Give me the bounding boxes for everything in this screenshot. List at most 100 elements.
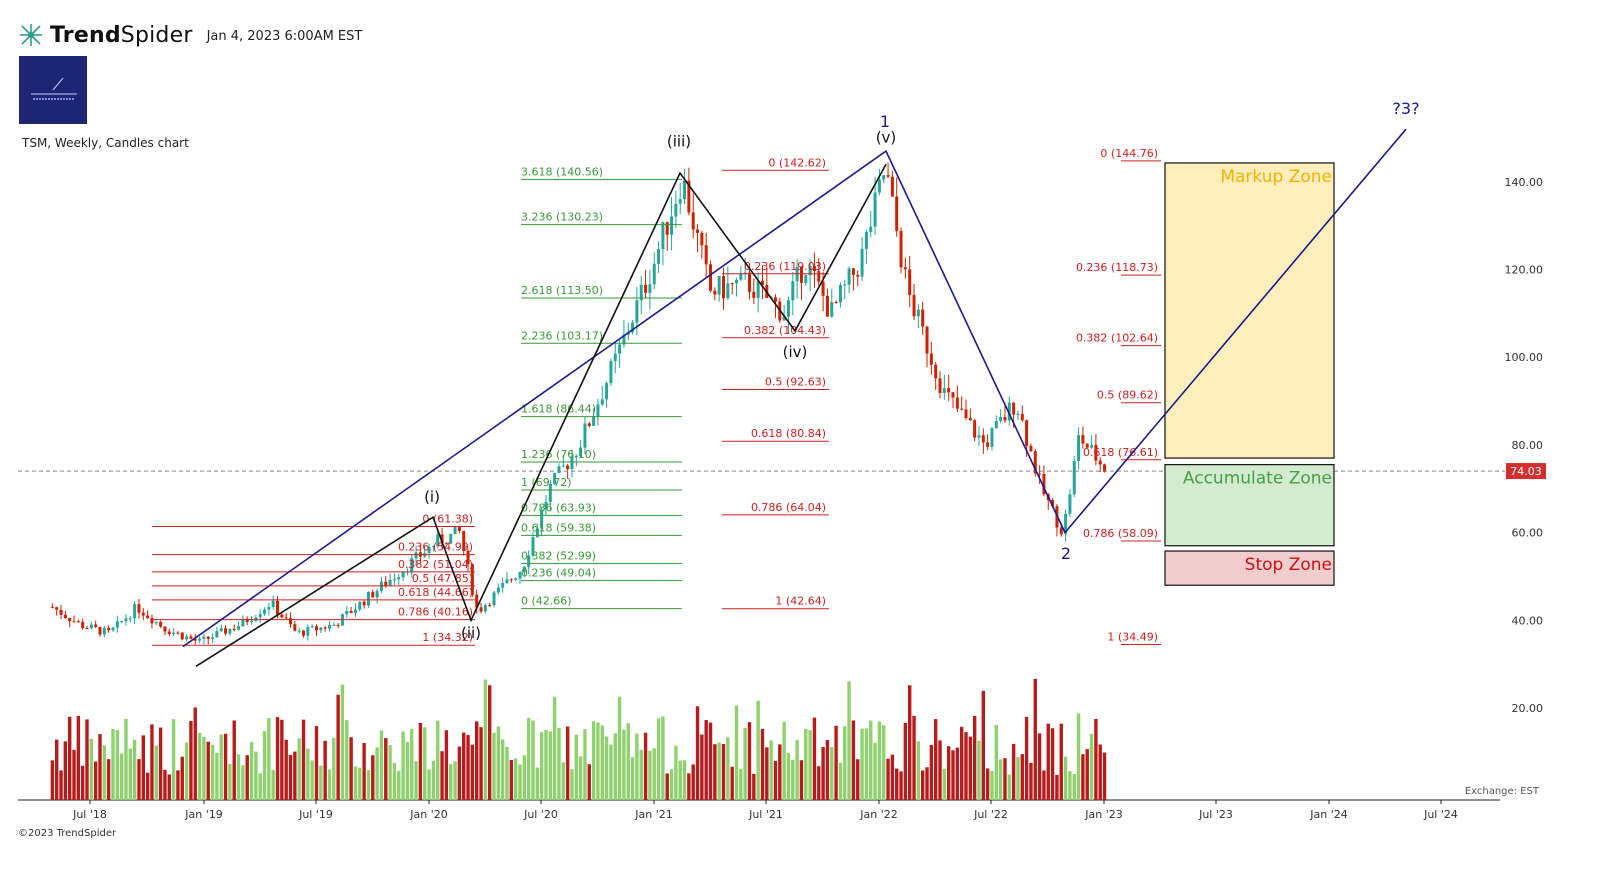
volume-bar (613, 733, 617, 800)
volume-bar (830, 747, 834, 800)
candle-body (1020, 413, 1024, 421)
candle-body (449, 533, 453, 544)
candle-body (392, 579, 396, 581)
candle-body (908, 269, 912, 296)
candle-body (964, 409, 968, 418)
volume-bar (877, 721, 882, 800)
candle-body (531, 537, 535, 556)
volume-bar (1081, 754, 1085, 800)
candle-body (825, 295, 829, 317)
candle-body (332, 624, 336, 626)
candle-body (986, 442, 990, 447)
volume-bar (886, 758, 890, 800)
candle-body (635, 300, 639, 323)
volume-bar (864, 728, 869, 800)
volume-bar (856, 759, 860, 800)
candle-body (747, 272, 751, 292)
candle-body (535, 528, 539, 538)
volume-bar (682, 760, 687, 800)
fib-extension-label: 0.236 (49.04) (521, 567, 596, 580)
candle-body (267, 607, 271, 610)
candle-body (94, 624, 98, 627)
candle-body (509, 579, 513, 581)
candle-body (696, 229, 700, 233)
volume-bar (462, 732, 466, 800)
candle-body (704, 245, 708, 265)
candle-body (756, 280, 760, 298)
candle-body (773, 297, 777, 302)
wave-label: (ii) (461, 624, 481, 642)
volume-bar (340, 684, 345, 800)
candle-body (1085, 443, 1089, 448)
candle-body (830, 302, 834, 317)
volume-bar (301, 719, 306, 800)
volume-bar (1072, 773, 1076, 800)
fib-extension-label: 2.618 (113.50) (521, 284, 603, 297)
volume-bar (994, 725, 999, 800)
major-wave-label: 2 (1061, 544, 1071, 563)
volume-bar (916, 741, 921, 800)
volume-bar (115, 730, 120, 800)
volume-bar (1011, 743, 1016, 800)
candle-body (397, 577, 401, 580)
volume-bar (942, 768, 947, 800)
candle-body (791, 281, 795, 301)
volume-bar (964, 732, 968, 800)
volume-bar (141, 735, 145, 800)
candle-body (232, 628, 236, 630)
zone-box (1164, 550, 1335, 586)
volume-bar (1102, 752, 1107, 800)
candle-body (955, 397, 959, 409)
volume-bar (397, 770, 401, 800)
candle-body (665, 222, 669, 235)
candle-body (838, 285, 842, 303)
volume-bar (128, 748, 133, 800)
candle-body (1033, 451, 1037, 474)
candle-body (366, 591, 370, 606)
candle-body (570, 456, 574, 469)
candle-body (102, 627, 106, 635)
volume-bar (591, 721, 596, 800)
volume-bar (535, 767, 540, 800)
candle-body (947, 388, 951, 393)
candle-body (289, 618, 293, 625)
candle-body (652, 263, 656, 285)
y-tick-label: 60.00 (1512, 527, 1544, 540)
x-tick-label: Jan '22 (859, 808, 897, 821)
volume-bar (1098, 744, 1102, 800)
volume-bar (808, 730, 812, 800)
fib-retracement-left-label: 0.618 (44.66) (398, 586, 473, 599)
fib-extension-label: 0.382 (52.99) (521, 549, 596, 562)
candle-body (505, 579, 509, 584)
volume-bar (851, 720, 856, 800)
volume-bar (479, 727, 483, 800)
candle-body (609, 361, 613, 384)
zone-box (1164, 464, 1335, 547)
candle-body (319, 627, 323, 631)
volume-bar (145, 772, 150, 800)
wave-label: (iv) (783, 343, 808, 361)
major-wave-line (182, 149, 1066, 648)
x-tick-label: Jul '24 (1423, 808, 1458, 821)
volume-bar (795, 740, 799, 800)
candle-body (990, 428, 994, 447)
candle-body (1007, 402, 1011, 421)
volume-bar (977, 740, 981, 800)
candle-body (362, 601, 366, 606)
candle-body (722, 276, 726, 299)
volume-bar (388, 745, 392, 800)
candle-body (1068, 494, 1072, 514)
candle-body (648, 284, 652, 293)
volume-bar (245, 755, 249, 800)
volume-bar (1029, 762, 1033, 800)
fib-extension-label: 0.618 (59.38) (521, 521, 596, 534)
fib-retracement-middle-label: 0.786 (64.04) (751, 501, 826, 514)
volume-bar (752, 773, 756, 800)
candle-body (678, 199, 682, 204)
volume-bar (946, 746, 951, 800)
candle-body (994, 420, 998, 429)
volume-bar (756, 700, 760, 800)
volume-bar (817, 766, 821, 800)
volume-bar (228, 763, 232, 800)
